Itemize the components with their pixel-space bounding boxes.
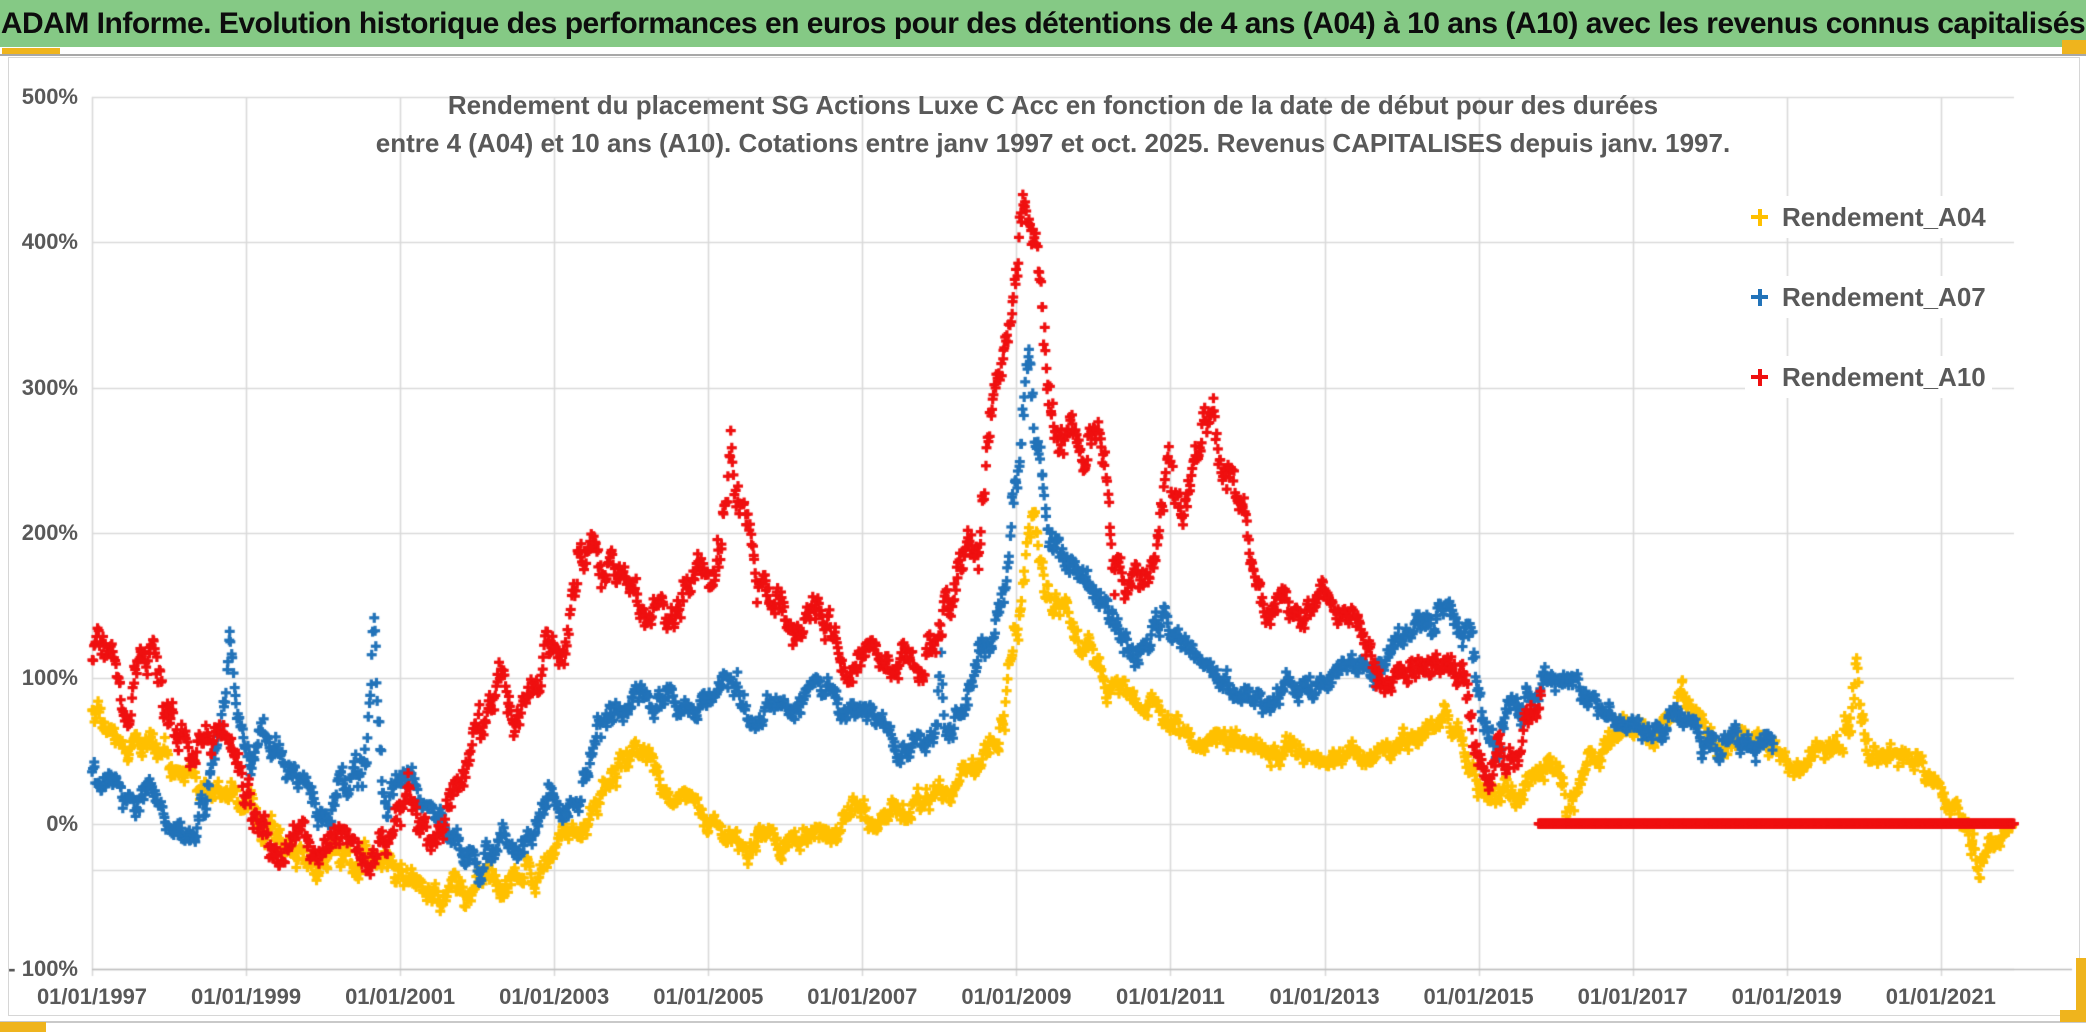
x-tick-label: 01/01/2021 [1885, 984, 1996, 1009]
x-tick-label: 01/01/2001 [345, 984, 456, 1009]
plus-marker-icon [1751, 208, 1768, 226]
x-tick-label: 01/01/2007 [807, 984, 918, 1009]
y-tick-label: 300% [21, 374, 78, 400]
chart-title-line1: Rendement du placement SG Actions Luxe C… [447, 90, 1659, 120]
x-tick-label: 01/01/2005 [653, 984, 764, 1009]
chart-legend: Rendement_A04 Rendement_A07 Rendement_A10 [1745, 196, 1992, 436]
x-tick-label: 01/01/2003 [499, 984, 610, 1009]
x-tick-label: 01/01/2017 [1577, 984, 1688, 1009]
y-tick-label: 200% [21, 520, 78, 545]
plus-marker-icon [1751, 288, 1768, 306]
chart-title-line2: entre 4 (A04) et 10 ans (A10). Cotations… [375, 128, 1731, 158]
x-tick-label: 01/01/2013 [1269, 984, 1380, 1009]
y-tick-label: 500% [21, 84, 78, 109]
gold-accent [0, 1022, 46, 1032]
x-tick-label: 01/01/2011 [1116, 984, 1225, 1009]
x-tick-label: 01/01/1999 [191, 984, 302, 1009]
y-tick-label: - 100% [8, 956, 78, 981]
x-tick-label: 01/01/2009 [961, 984, 1072, 1009]
y-tick-label: 400% [21, 229, 78, 255]
legend-label: Rendement_A04 [1782, 201, 1986, 232]
gold-accent [2076, 958, 2086, 1020]
plus-marker-icon [1751, 368, 1768, 386]
legend-label: Rendement_A07 [1782, 281, 1986, 312]
legend-item-rendement_a07[interactable]: Rendement_A07 [1745, 276, 1992, 318]
legend-item-rendement_a10[interactable]: Rendement_A10 [1745, 356, 1992, 398]
x-tick-label: 01/01/2019 [1731, 984, 1842, 1009]
legend-label: Rendement_A10 [1782, 361, 1986, 392]
x-tick-label: 01/01/1997 [36, 984, 148, 1009]
y-tick-label: 100% [21, 665, 78, 691]
chart-title: Rendement du placement SG Actions Luxe C… [353, 86, 1753, 162]
legend-item-rendement_a04[interactable]: Rendement_A04 [1745, 196, 1992, 238]
y-tick-label: 0% [46, 810, 78, 836]
x-tick-label: 01/01/2015 [1423, 984, 1534, 1009]
separator [0, 1021, 2086, 1023]
